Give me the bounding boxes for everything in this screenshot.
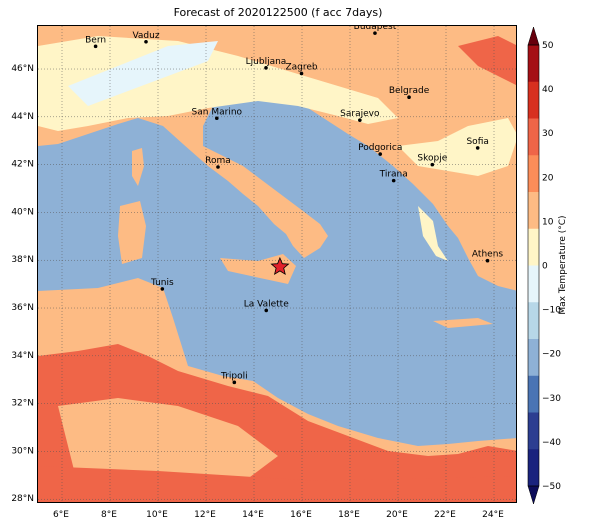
colorbar-tick-label: −40 [542,438,561,448]
map-title: Forecast of 2020122500 (f acc 7days) [173,6,383,19]
colorbar-tick-label: 40 [542,85,554,95]
city-label: Belgrade [389,86,430,96]
colorbar-segment [528,81,539,119]
y-tick-label: 30°N [11,446,34,456]
colorbar-segment [528,228,539,266]
colorbar-segment [528,45,539,83]
crete [433,318,493,328]
y-tick-label: 32°N [11,399,34,409]
y-tick-label: 44°N [11,112,34,122]
sicily [220,254,296,284]
city-dot [93,44,98,49]
x-tick-label: 24°E [482,510,504,520]
city-dot [430,162,435,167]
city-dot [264,308,269,313]
city-label: Zagreb [285,63,317,73]
city-label: Ljubljana [246,57,287,67]
colorbar-tick-label: 30 [542,129,554,139]
city-label: San Marino [192,107,243,117]
y-tick-label: 28°N [11,494,34,504]
city-label: Athens [472,250,503,260]
city-dot [215,116,219,121]
colorbar-tick-label: −20 [542,350,561,360]
africa-hot-south [38,466,516,502]
city-label: Bern [85,35,106,45]
y-axis-ticks: 46°N 44°N 42°N 40°N 38°N 36°N 34°N 32°N 30°N 28°N [11,64,34,504]
city-label: Tripoli [220,371,248,381]
city-dot [299,71,304,76]
colorbar-segment [528,449,539,487]
city-dot [378,152,383,156]
greece-cold [418,206,448,261]
city-label: Roma [205,156,231,166]
city-dot [485,258,490,263]
colorbar-tick-label: 50 [542,41,554,51]
x-tick-label: 22°E [434,510,456,520]
graticule [38,26,516,502]
city-dot [216,165,220,169]
balkan-cold [398,118,516,176]
city-dot [144,39,148,44]
alps-cold [38,36,398,131]
colorbar-frame [527,44,540,487]
y-tick-label: 40°N [11,207,34,217]
y-tick-label: 34°N [11,351,34,361]
colorbar-segment [528,118,539,156]
colorbar-segment [528,412,539,450]
colorbar-tick-label: 10 [542,217,554,227]
city-dot [358,118,362,122]
colorbar-tick-label: 0 [542,262,548,272]
city-dot [407,95,411,100]
city-dot [391,178,396,183]
colorbar-segment [528,192,539,230]
y-tick-label: 46°N [11,64,34,74]
city-label: Tunis [150,278,174,288]
colorbar-tick-label: 20 [542,173,554,183]
city-dot [475,146,480,150]
city-dot [232,380,237,385]
colorbar-max-arrow [527,26,540,46]
city-dot [373,31,377,35]
colorbar-segment [528,155,539,193]
forecast-map: Bern Vaduz Budapest Ljubljana Zagreb Belgrade… [37,25,517,503]
alps-snow [68,41,218,106]
colorbar-min-arrow [527,485,540,505]
forecast-location-star [270,256,290,276]
y-tick-label: 36°N [11,303,34,313]
y-tick-label: 42°N [11,160,34,170]
city-dot [264,66,268,70]
x-tick-label: 8°E [101,510,117,520]
italy-hot [458,36,516,85]
corsica [132,148,144,186]
city-label: Sofia [466,137,488,147]
sardinia [118,201,146,264]
city-label: Sarajevo [340,109,380,119]
x-tick-label: 18°E [338,510,360,520]
city-label: Budapest [354,26,397,32]
x-axis-ticks: 6°E 8°E 10°E 12°E 14°E 16°E 18°E 20°E 22°E 24°E [53,510,504,520]
colorbar-segment [528,339,539,377]
city-label: Podgorica [358,143,402,153]
city-dot [160,287,165,291]
x-tick-label: 14°E [242,510,264,520]
city-label: La Valette [244,299,289,309]
colorbar-segment [528,265,539,303]
x-tick-label: 6°E [53,510,69,520]
colorbar-segment [528,302,539,340]
x-tick-label: 10°E [146,510,168,520]
colorbar-segment [528,375,539,413]
colorbar-tick-label: −50 [542,482,561,492]
city-label: Skopje [417,154,447,164]
colorbar-label: Max Temperature (°C) [558,215,568,315]
x-tick-label: 16°E [290,510,312,520]
city-label: Vaduz [132,31,159,41]
x-tick-label: 12°E [194,510,216,520]
city-label: Tirana [379,170,408,180]
y-tick-label: 38°N [11,255,34,265]
x-tick-label: 20°E [386,510,408,520]
colorbar-tick-label: −30 [542,394,561,404]
